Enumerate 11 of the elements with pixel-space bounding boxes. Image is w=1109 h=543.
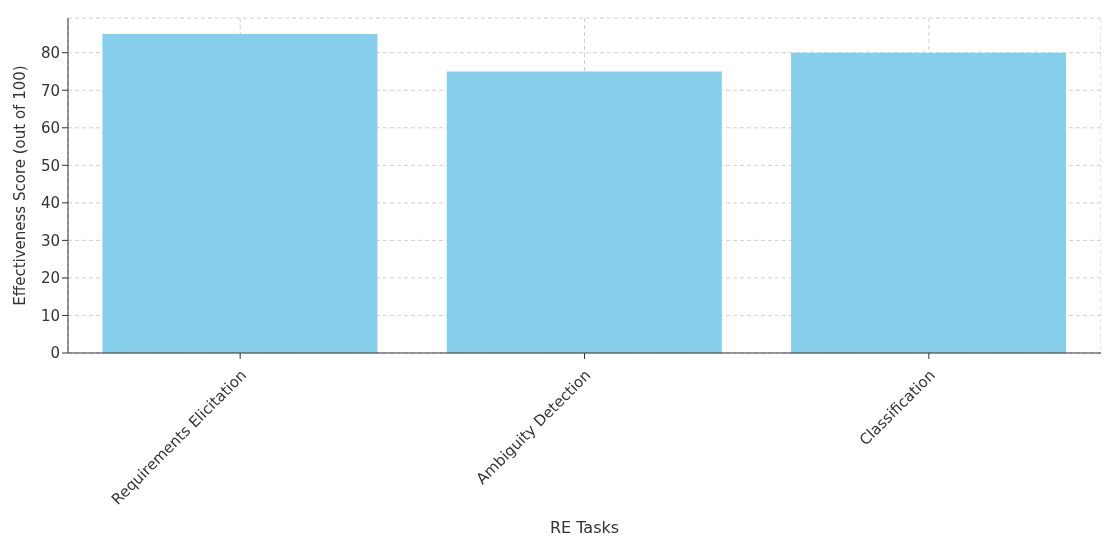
y-tick-label: 20 — [40, 269, 60, 288]
y-tick-label: 10 — [40, 306, 60, 325]
y-tick-label: 50 — [40, 156, 60, 175]
x-axis-title: RE Tasks — [549, 518, 620, 537]
y-tick-label: 60 — [40, 119, 60, 138]
y-tick-label: 70 — [40, 81, 60, 100]
y-tick-label: 40 — [40, 194, 60, 213]
y-tick-label: 80 — [40, 44, 60, 63]
y-axis-title: Effectiveness Score (out of 100) — [11, 65, 30, 306]
y-tick-label: 30 — [40, 231, 60, 250]
y-tick-label: 0 — [50, 344, 60, 363]
